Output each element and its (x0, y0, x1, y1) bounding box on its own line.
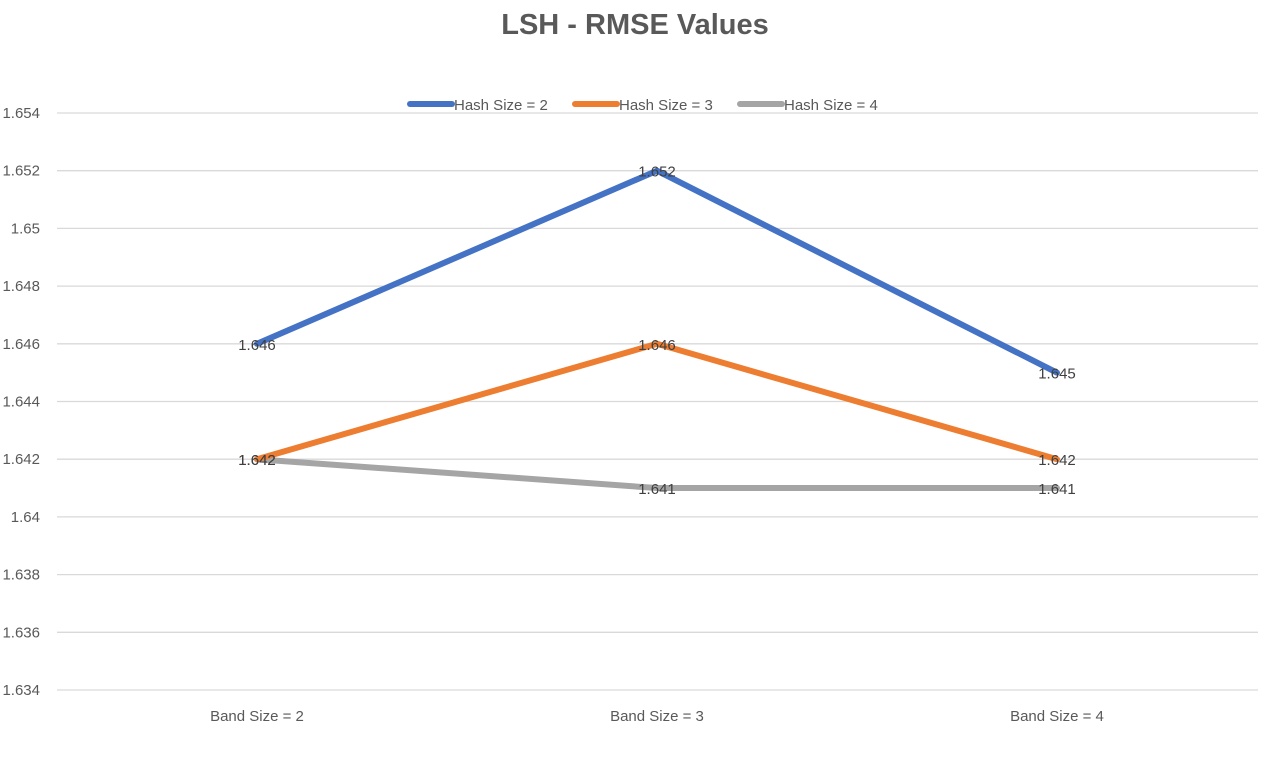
grid (57, 112, 1258, 691)
data-label: 1.645 (1038, 366, 1076, 383)
data-label: 1.646 (238, 337, 276, 354)
data-label: 1.642 (238, 452, 276, 469)
y-tick-label: 1.648 (2, 278, 40, 295)
series-line-hash-size-4 (254, 456, 1060, 492)
x-axis-ticks: Band Size = 2 Band Size = 3 Band Size = 4 (210, 708, 1104, 725)
data-labels: 1.6461.6521.6451.6421.6461.6421.6421.641… (238, 164, 1076, 498)
chart-title: LSH - RMSE Values (501, 9, 769, 41)
legend-label: Hash Size = 3 (619, 97, 713, 114)
y-axis-ticks: 1.634 1.636 1.638 1.64 1.642 1.644 1.646 1.648 1… (2, 105, 40, 699)
y-tick-label: 1.64 (11, 509, 40, 526)
y-tick-label: 1.65 (11, 220, 40, 237)
legend-label: Hash Size = 2 (454, 97, 548, 114)
y-tick-label: 1.638 (2, 567, 40, 584)
x-tick-label: Band Size = 3 (610, 708, 704, 725)
y-tick-label: 1.634 (2, 682, 40, 699)
data-label: 1.642 (1038, 452, 1076, 469)
y-tick-label: 1.654 (2, 105, 40, 122)
y-tick-label: 1.646 (2, 336, 40, 353)
series-lines (254, 167, 1060, 492)
x-tick-label: Band Size = 4 (1010, 708, 1104, 725)
series-line-hash-size-2 (254, 167, 1060, 376)
legend-label: Hash Size = 4 (784, 97, 878, 114)
y-tick-label: 1.636 (2, 624, 40, 641)
y-tick-label: 1.652 (2, 163, 40, 180)
x-tick-label: Band Size = 2 (210, 708, 304, 725)
data-label: 1.652 (638, 164, 676, 181)
data-label: 1.641 (1038, 481, 1076, 498)
legend: Hash Size = 2 Hash Size = 3 Hash Size = 4 (407, 97, 878, 114)
y-tick-label: 1.644 (2, 394, 40, 411)
series-line-hash-size-3 (254, 340, 1060, 463)
data-label: 1.641 (638, 481, 676, 498)
y-tick-label: 1.642 (2, 451, 40, 468)
data-label: 1.646 (638, 337, 676, 354)
data-label: 1.642 (238, 452, 276, 469)
